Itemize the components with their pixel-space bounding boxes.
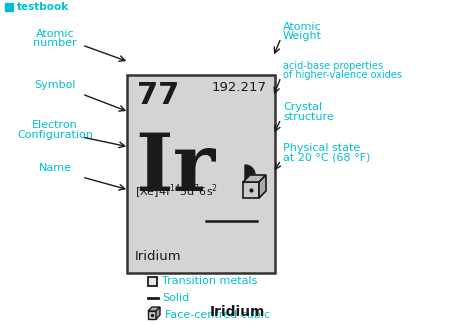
Polygon shape [259,175,266,198]
Bar [127,75,275,273]
Text: $\mathregular{[Xe]4f^{14}5d^{7}6s^{2}}$: $\mathregular{[Xe]4f^{14}5d^{7}6s^{2}}$ [135,183,218,201]
Text: of higher-valence oxides: of higher-valence oxides [283,70,402,80]
Text: acid-base properties: acid-base properties [283,61,383,71]
Polygon shape [243,175,266,182]
Text: Name: Name [38,163,72,173]
Text: Transition metals: Transition metals [162,276,257,286]
Text: 77: 77 [137,81,179,110]
Bar [148,311,156,319]
Text: Iridium: Iridium [210,305,264,319]
Text: Electron: Electron [32,120,78,130]
Text: structure: structure [283,112,334,122]
Text: Symbol: Symbol [34,80,76,90]
Text: number: number [33,38,77,48]
Text: at 20 °C (68 °F): at 20 °C (68 °F) [283,153,370,163]
Text: Iridium: Iridium [135,250,182,263]
Wedge shape [245,165,255,185]
Bar [243,182,259,198]
Text: Physical state: Physical state [283,143,360,153]
Text: Weight: Weight [283,31,322,41]
Bar [148,277,157,285]
Text: Face-centred cubic: Face-centred cubic [165,310,270,320]
Text: Atomic: Atomic [36,29,74,39]
Polygon shape [148,307,160,311]
Text: Ir: Ir [135,130,215,208]
Text: Configuration: Configuration [17,130,93,140]
Text: Solid: Solid [162,293,189,303]
Text: testbook: testbook [17,2,69,12]
Text: Crystal: Crystal [283,102,322,112]
Polygon shape [156,307,160,319]
Text: Atomic: Atomic [283,22,322,32]
Text: 192.217: 192.217 [212,81,267,94]
